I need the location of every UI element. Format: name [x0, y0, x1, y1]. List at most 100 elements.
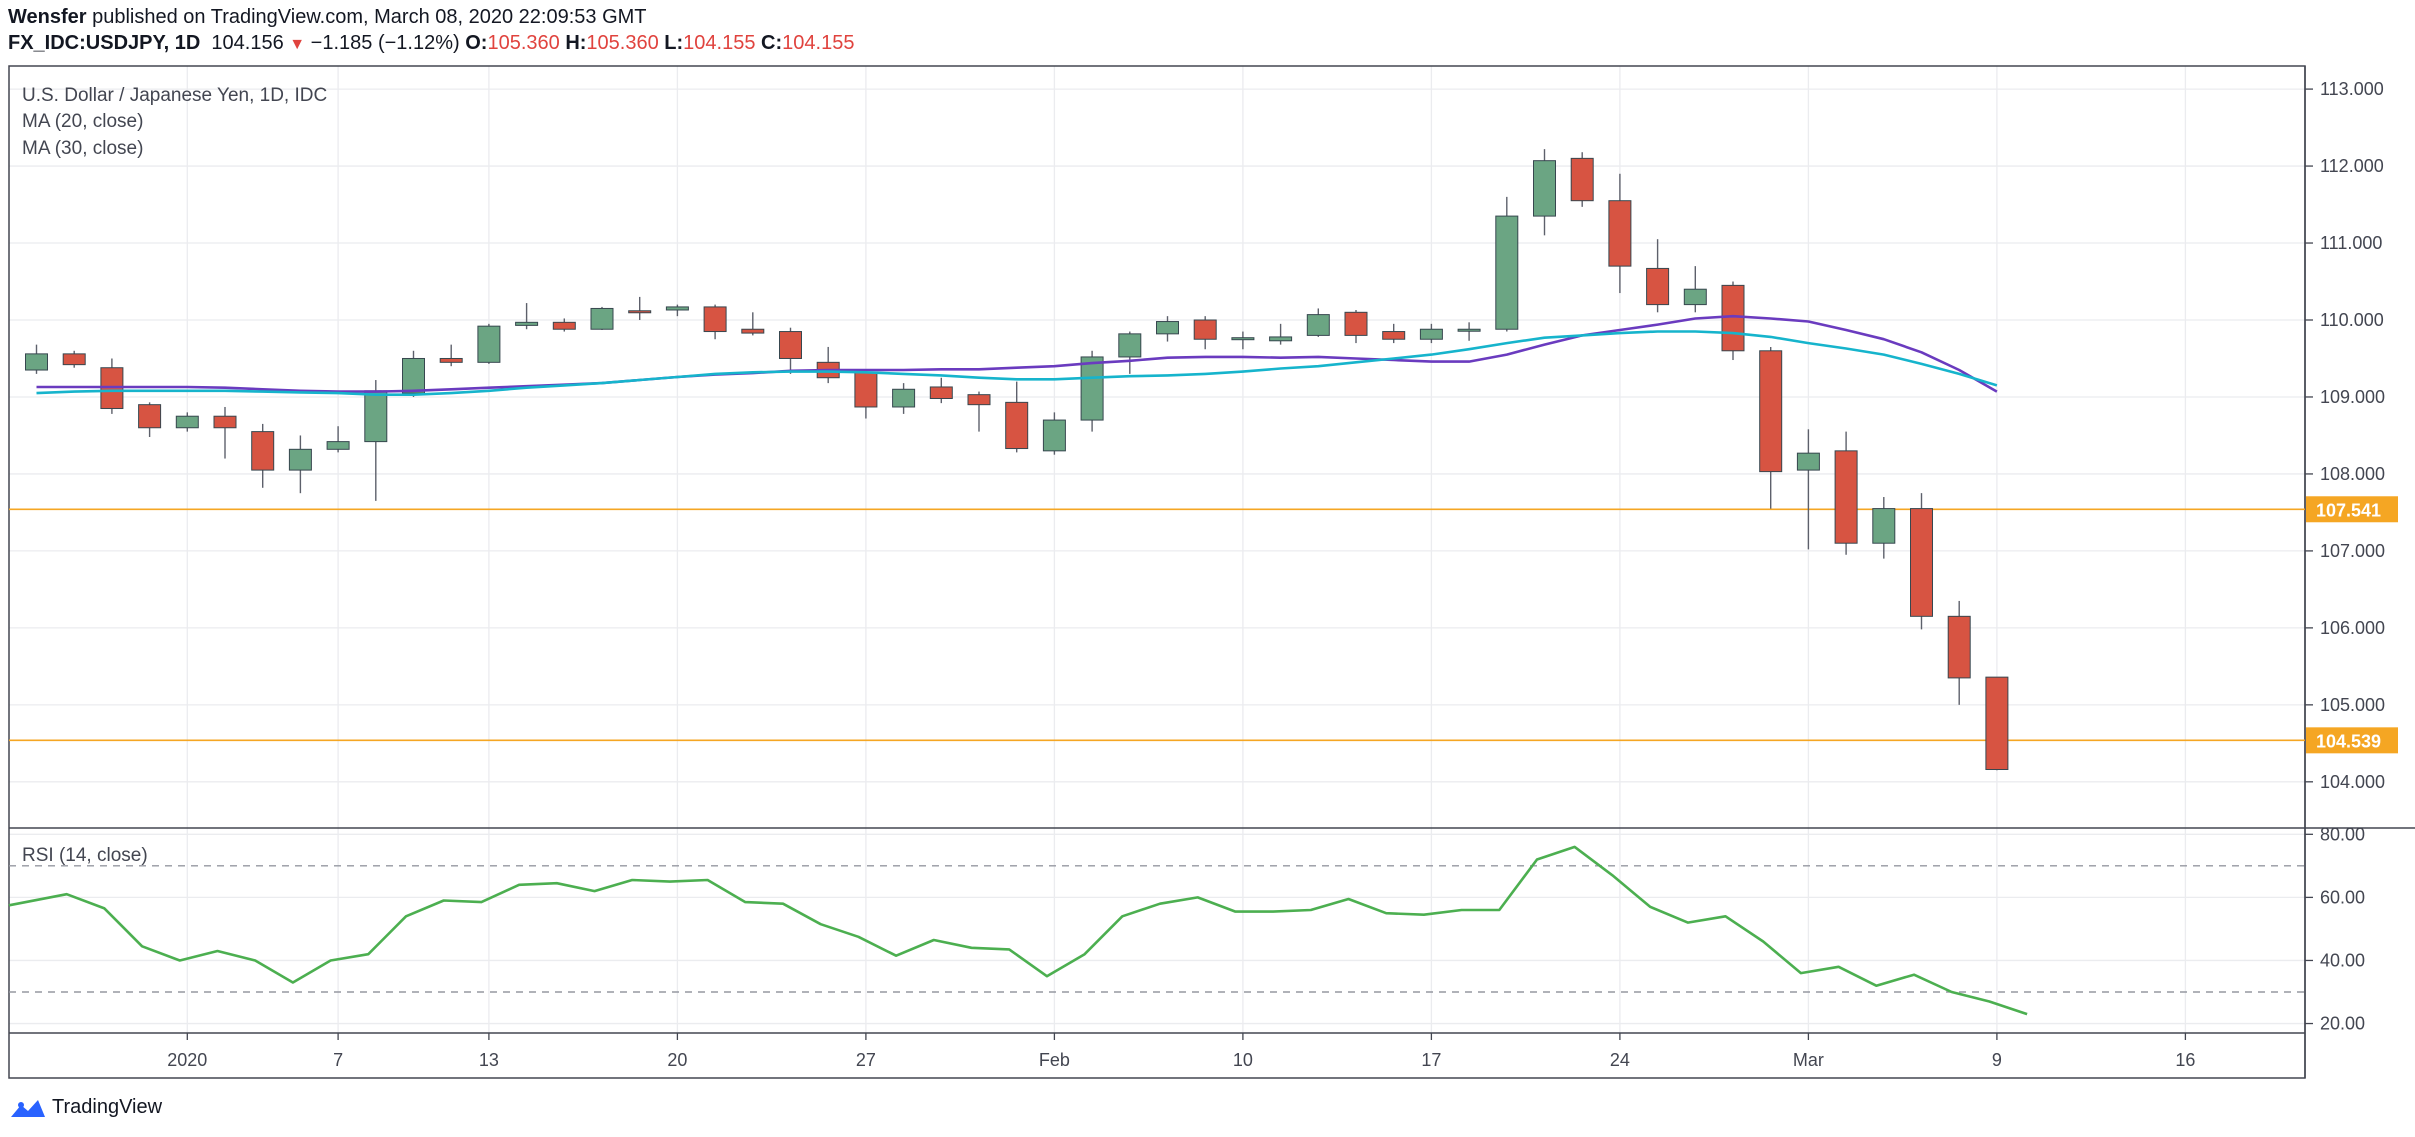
publisher-name[interactable]: Wensfer [8, 6, 87, 28]
candle-body [628, 310, 652, 314]
candle-body [892, 388, 916, 408]
price-tick-label: 104.000 [2320, 772, 2385, 792]
time-tick-label: 24 [1610, 1050, 1630, 1070]
main-pane-frame [8, 65, 2306, 1079]
candle-body [552, 321, 576, 330]
price-axis: 113.000 112.000 111.000 110.000 109.000 108.0… [2305, 79, 2385, 1034]
time-tick-label: 9 [1992, 1050, 2002, 1070]
price-change: −1.185 (−1.12%) [310, 32, 460, 54]
time-tick-label: 17 [1421, 1050, 1441, 1070]
time-tick-label: 2020 [167, 1050, 207, 1070]
candle-body [1042, 419, 1066, 452]
candle-body [138, 404, 162, 429]
candle-body [1419, 328, 1443, 340]
legend-ma20: MA (20, close) [22, 111, 143, 132]
close-value: 104.155 [782, 32, 855, 54]
open-value: 105.360 [487, 32, 560, 54]
price-tick-label: 108.000 [2320, 464, 2385, 484]
legend-ma30: MA (30, close) [22, 138, 143, 159]
candle-body [1193, 319, 1217, 340]
low-label: L: [664, 32, 684, 54]
candle-body [1495, 215, 1519, 330]
candle-body [1118, 333, 1142, 358]
footer-brand[interactable]: TradingView [10, 1096, 162, 1119]
rsi-pane [8, 845, 2305, 1016]
publish-info: Wensfer published on TradingView.com, Ma… [8, 6, 647, 29]
candle-body [1872, 508, 1896, 544]
time-tick-label: 7 [333, 1050, 343, 1070]
publish-text: published on TradingView.com, March 08, … [86, 6, 647, 28]
candle-body [477, 325, 501, 363]
price-tick-label: 109.000 [2320, 387, 2385, 407]
main-legend: U.S. Dollar / Japanese Yen, 1D, IDC MA (… [22, 85, 327, 866]
rsi-line [8, 845, 2028, 1016]
candle-body [25, 353, 48, 371]
price-tick-label: 106.000 [2320, 618, 2385, 638]
candle-body [1269, 336, 1293, 342]
time-tick-label: Mar [1793, 1050, 1824, 1070]
candle-body [779, 331, 802, 359]
candle-body [703, 306, 727, 333]
candle-body [1156, 321, 1179, 335]
rsi-tick-label: 40.00 [2320, 950, 2365, 970]
price-tick-label: 113.000 [2320, 79, 2384, 99]
price-level-tag [2306, 727, 2398, 754]
candle-body [1382, 331, 1406, 340]
candle-body [1344, 311, 1368, 336]
candle-body [1759, 350, 1783, 473]
candle-body [1533, 160, 1556, 217]
candle-body [439, 357, 463, 363]
candle-body [1721, 284, 1745, 352]
candle-body [1306, 314, 1330, 336]
footer-brand-label: TradingView [52, 1096, 163, 1118]
high-label: H: [565, 32, 587, 54]
candle-body [1646, 267, 1670, 306]
tradingview-logo-icon [11, 1099, 45, 1117]
candles [25, 149, 2009, 771]
candle-body [1457, 328, 1481, 332]
candle-body [929, 386, 953, 400]
moving-averages [36, 314, 1998, 397]
ma30-line [36, 314, 1998, 393]
symbol-name: FX_IDC:USDJPY, 1D [8, 32, 201, 54]
candle-body [1796, 452, 1820, 471]
candle-body [213, 415, 237, 429]
price-level-tag-label: 107.541 [2316, 500, 2381, 520]
candle-body [1683, 288, 1707, 306]
candle-body [62, 353, 86, 366]
candle-body [1985, 676, 2009, 771]
candle-body [364, 390, 388, 443]
candle-body [1231, 337, 1255, 341]
time-tick-label: 10 [1233, 1050, 1253, 1070]
candle-body [854, 371, 878, 408]
candle-body [288, 448, 312, 471]
candle-body [967, 394, 991, 406]
ma20-line [36, 330, 1998, 397]
close-label: C: [761, 32, 783, 54]
candle-body [1080, 356, 1104, 421]
time-tick-label: 13 [479, 1050, 499, 1070]
price-level-tag-label: 104.539 [2316, 731, 2381, 751]
candle-body [515, 321, 539, 326]
candle-body [1005, 401, 1029, 450]
price-tick-label: 110.000 [2320, 310, 2384, 330]
chart-title: U.S. Dollar / Japanese Yen, 1D, IDC [22, 85, 327, 106]
candle-body [1570, 157, 1594, 202]
candle-body [1834, 450, 1858, 544]
grid-lines [9, 66, 2305, 1033]
candle-body [1910, 508, 1933, 617]
candle-body [175, 415, 199, 429]
symbol-info: FX_IDC:USDJPY, 1D 104.156 ▼ −1.185 (−1.1… [8, 32, 854, 55]
candle-body [1608, 200, 1632, 267]
time-tick-label: 27 [856, 1050, 876, 1070]
time-tick-label: Feb [1039, 1050, 1070, 1070]
open-label: O: [465, 32, 488, 54]
price-tags: 107.541 104.539 [2306, 496, 2398, 754]
rsi-tick-label: 80.00 [2320, 824, 2365, 844]
rsi-tick-label: 60.00 [2320, 887, 2365, 907]
price-tick-label: 105.000 [2320, 695, 2385, 715]
low-value: 104.155 [683, 32, 756, 54]
candle-body [326, 441, 350, 450]
candle-body [590, 307, 614, 330]
